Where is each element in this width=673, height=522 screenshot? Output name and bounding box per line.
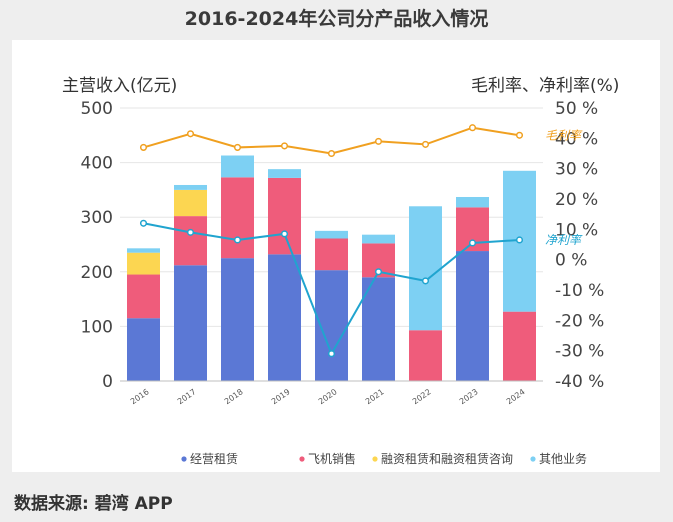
y2-tick-label: -30 % xyxy=(555,342,604,362)
series-end-label: 毛利率 xyxy=(545,128,583,142)
bar-segment xyxy=(174,216,207,266)
y2-tick-label: 0 % xyxy=(555,251,587,271)
line-point xyxy=(515,131,524,139)
legend-label: 融资租赁和融资租赁咨询 xyxy=(381,451,513,466)
y2-tick-label: -10 % xyxy=(555,281,604,301)
bar-segment xyxy=(268,177,301,255)
bar-segment xyxy=(127,248,160,253)
line-point xyxy=(186,130,195,138)
line-point xyxy=(374,137,383,145)
bar-segment xyxy=(127,318,160,381)
line-point xyxy=(327,350,336,358)
x-tick-label: 2019 xyxy=(270,387,292,406)
x-tick-label: 2017 xyxy=(176,387,198,406)
bar-segment xyxy=(221,155,254,178)
line-point xyxy=(139,219,148,227)
bar-segment xyxy=(362,277,395,381)
x-tick-label: 2020 xyxy=(317,387,339,406)
y2-tick-label: -40 % xyxy=(555,372,604,392)
y-tick-label: 500 xyxy=(81,99,113,119)
line-point xyxy=(327,149,336,158)
line-point xyxy=(421,140,430,148)
bar-line-chart: 主营收入(亿元) 毛利率、净利率(%) 0 100 200 300 400 500 50 % 40… xyxy=(62,76,619,466)
bar-segment xyxy=(362,234,395,244)
bar-segment xyxy=(456,196,489,208)
x-tick-label: 2016 xyxy=(129,387,151,406)
bar-segment xyxy=(268,254,301,381)
line-point xyxy=(280,142,289,150)
y2-tick-label: 30 % xyxy=(555,160,598,180)
bar-segment xyxy=(409,330,442,381)
y2-tick-label: 40 % xyxy=(555,129,598,149)
y2-tick-label: 20 % xyxy=(555,190,598,210)
line-point xyxy=(421,277,430,285)
legend-marker xyxy=(181,456,187,462)
bar-segment xyxy=(503,311,536,381)
y-tick-label: 0 xyxy=(102,372,113,392)
bar-segment xyxy=(456,251,489,381)
x-tick-label: 2024 xyxy=(505,387,527,406)
line-point xyxy=(139,143,148,151)
legend-label: 飞机销售 xyxy=(308,451,356,466)
bar-segment xyxy=(221,258,254,381)
y-tick-label: 400 xyxy=(81,154,113,174)
x-tick-label: 2018 xyxy=(223,387,245,406)
y2-tick-label: 50 % xyxy=(555,99,598,119)
y2-tick-label: 10 % xyxy=(555,220,598,240)
legend-marker xyxy=(372,456,378,462)
data-source-note: 数据来源: 碧湾 APP xyxy=(14,494,173,514)
y-tick-label: 100 xyxy=(81,317,113,337)
y-tick-label: 300 xyxy=(81,208,113,228)
line-point xyxy=(280,230,289,238)
line-point xyxy=(515,236,524,244)
line-point xyxy=(468,124,477,132)
bar-segment xyxy=(127,274,160,319)
y2-tick-label: -20 % xyxy=(555,311,604,331)
legend-marker xyxy=(530,456,536,462)
bar-segment xyxy=(174,189,207,217)
line-point xyxy=(374,268,383,276)
bar-segment xyxy=(268,169,301,178)
legend-marker xyxy=(299,456,305,462)
line-point xyxy=(233,236,242,244)
x-tick-label: 2021 xyxy=(364,387,386,406)
line-point xyxy=(468,239,477,247)
x-tick-label: 2023 xyxy=(458,387,480,406)
x-tick-label: 2022 xyxy=(411,387,433,406)
bar-segment xyxy=(127,252,160,275)
legend-label: 其他业务 xyxy=(539,451,587,466)
bar-segment xyxy=(174,184,207,190)
bar-segment xyxy=(315,230,348,239)
chart-title: 2016-2024年公司分产品收入情况 xyxy=(184,8,489,30)
line-point xyxy=(233,143,242,151)
y2-axis-title: 毛利率、净利率(%) xyxy=(471,76,619,96)
y-tick-label: 200 xyxy=(81,263,113,283)
bar-segment xyxy=(221,177,254,259)
bar-segment xyxy=(174,265,207,381)
y-axis-title: 主营收入(亿元) xyxy=(62,76,177,96)
series-end-label: 净利率 xyxy=(545,233,583,247)
legend-label: 经营租赁 xyxy=(190,452,238,466)
series-line xyxy=(143,126,520,155)
chart-panel: 主营收入(亿元) 毛利率、净利率(%) 0 100 200 300 400 500 50 % 40… xyxy=(12,40,660,472)
line-point xyxy=(186,228,195,236)
bar-segment xyxy=(409,206,442,331)
bar-segment xyxy=(315,238,348,271)
